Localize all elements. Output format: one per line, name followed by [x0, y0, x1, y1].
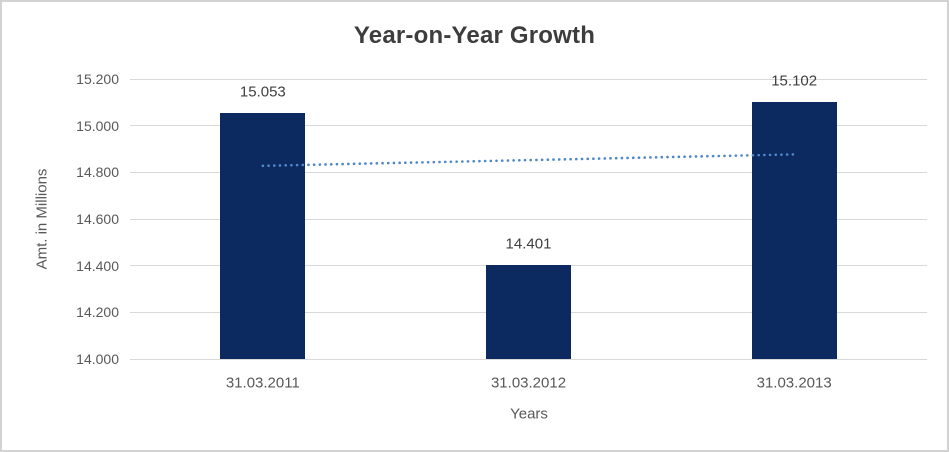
y-tick-label: 14.800 [76, 164, 119, 181]
x-axis-title: Years [510, 405, 548, 423]
x-tick-label: 31.03.2011 [225, 374, 300, 392]
bar-31.03.2013[interactable] [751, 101, 837, 359]
y-tick-label: 15.000 [76, 117, 119, 134]
y-tick-label: 14.400 [76, 257, 119, 274]
y-tick-label: 14.200 [76, 304, 119, 321]
y-tick-label: 14.600 [76, 211, 119, 227]
gridline [130, 125, 927, 127]
bar-31.03.2011[interactable] [220, 113, 306, 359]
gridline [130, 358, 927, 360]
bar-31.03.2012[interactable] [486, 265, 571, 359]
x-tick-label: 31.03.2012 [490, 374, 567, 392]
gridline [130, 171, 927, 173]
bar-data-label: 15.053 [239, 83, 286, 101]
y-tick-label: 14.000 [76, 351, 119, 367]
x-tick-label: 31.03.2013 [756, 374, 832, 392]
gridline [130, 78, 927, 80]
y-axis-title: Amt. in Millions [33, 168, 51, 270]
bar-data-label: 15.102 [771, 72, 818, 90]
gridline [130, 218, 927, 220]
bar-data-label: 14.401 [505, 235, 552, 253]
chart-title: Year-on-Year Growth [353, 22, 596, 49]
y-tick-label: 15.200 [76, 71, 119, 87]
